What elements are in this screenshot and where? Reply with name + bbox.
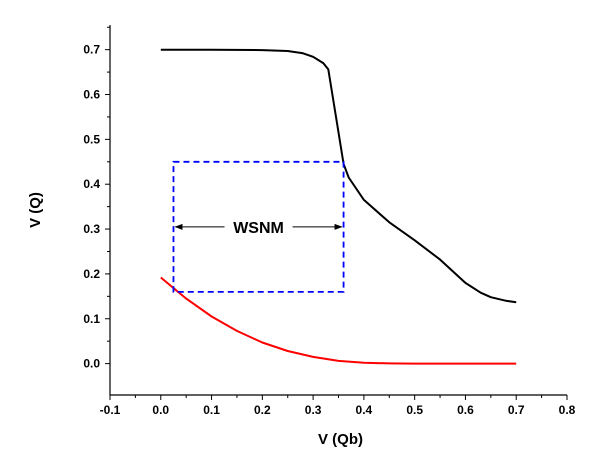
y-tick-label: 0.4 xyxy=(83,177,100,191)
wsnm-arrowhead-right xyxy=(334,223,343,230)
y-axis-label: V (Q) xyxy=(27,192,44,228)
ticks: -0.1 0.0 0.1 0.2 0.3 0.4 0.5 0.6 0.7 0.8 0.0 0.1 0.2… xyxy=(83,26,576,417)
series-line-black xyxy=(160,48,517,304)
x-axis-label: V (Qb) xyxy=(318,431,363,448)
wsnm-dashed-box xyxy=(172,160,345,293)
y-tick-label: 0.7 xyxy=(83,43,100,57)
axes xyxy=(109,25,567,396)
y-tick-label: 0.0 xyxy=(83,357,100,371)
series xyxy=(160,48,517,365)
wsnm-arrowhead-left xyxy=(174,223,183,230)
x-tick-label: 0.5 xyxy=(406,403,423,417)
x-tick-label: 0.0 xyxy=(152,403,169,417)
wsnm-annotation: WSNM xyxy=(172,160,345,293)
wsnm-label: WSNM xyxy=(233,220,284,237)
x-tick-label: 0.2 xyxy=(254,403,271,417)
y-tick-label: 0.1 xyxy=(83,312,100,326)
y-tick-label: 0.5 xyxy=(83,132,100,146)
x-tick-label: -0.1 xyxy=(100,403,121,417)
x-tick-label: 0.4 xyxy=(356,403,373,417)
y-tick-label: 0.6 xyxy=(83,88,100,102)
y-tick-label: 0.2 xyxy=(83,267,100,281)
x-tick-label: 0.7 xyxy=(508,403,525,417)
y-tick-label: 0.3 xyxy=(83,222,100,236)
x-tick-label: 0.1 xyxy=(203,403,220,417)
x-tick-label: 0.6 xyxy=(457,403,474,417)
x-tick-label: 0.3 xyxy=(305,403,322,417)
series-line-red xyxy=(160,276,517,365)
x-tick-label: 0.8 xyxy=(559,403,576,417)
